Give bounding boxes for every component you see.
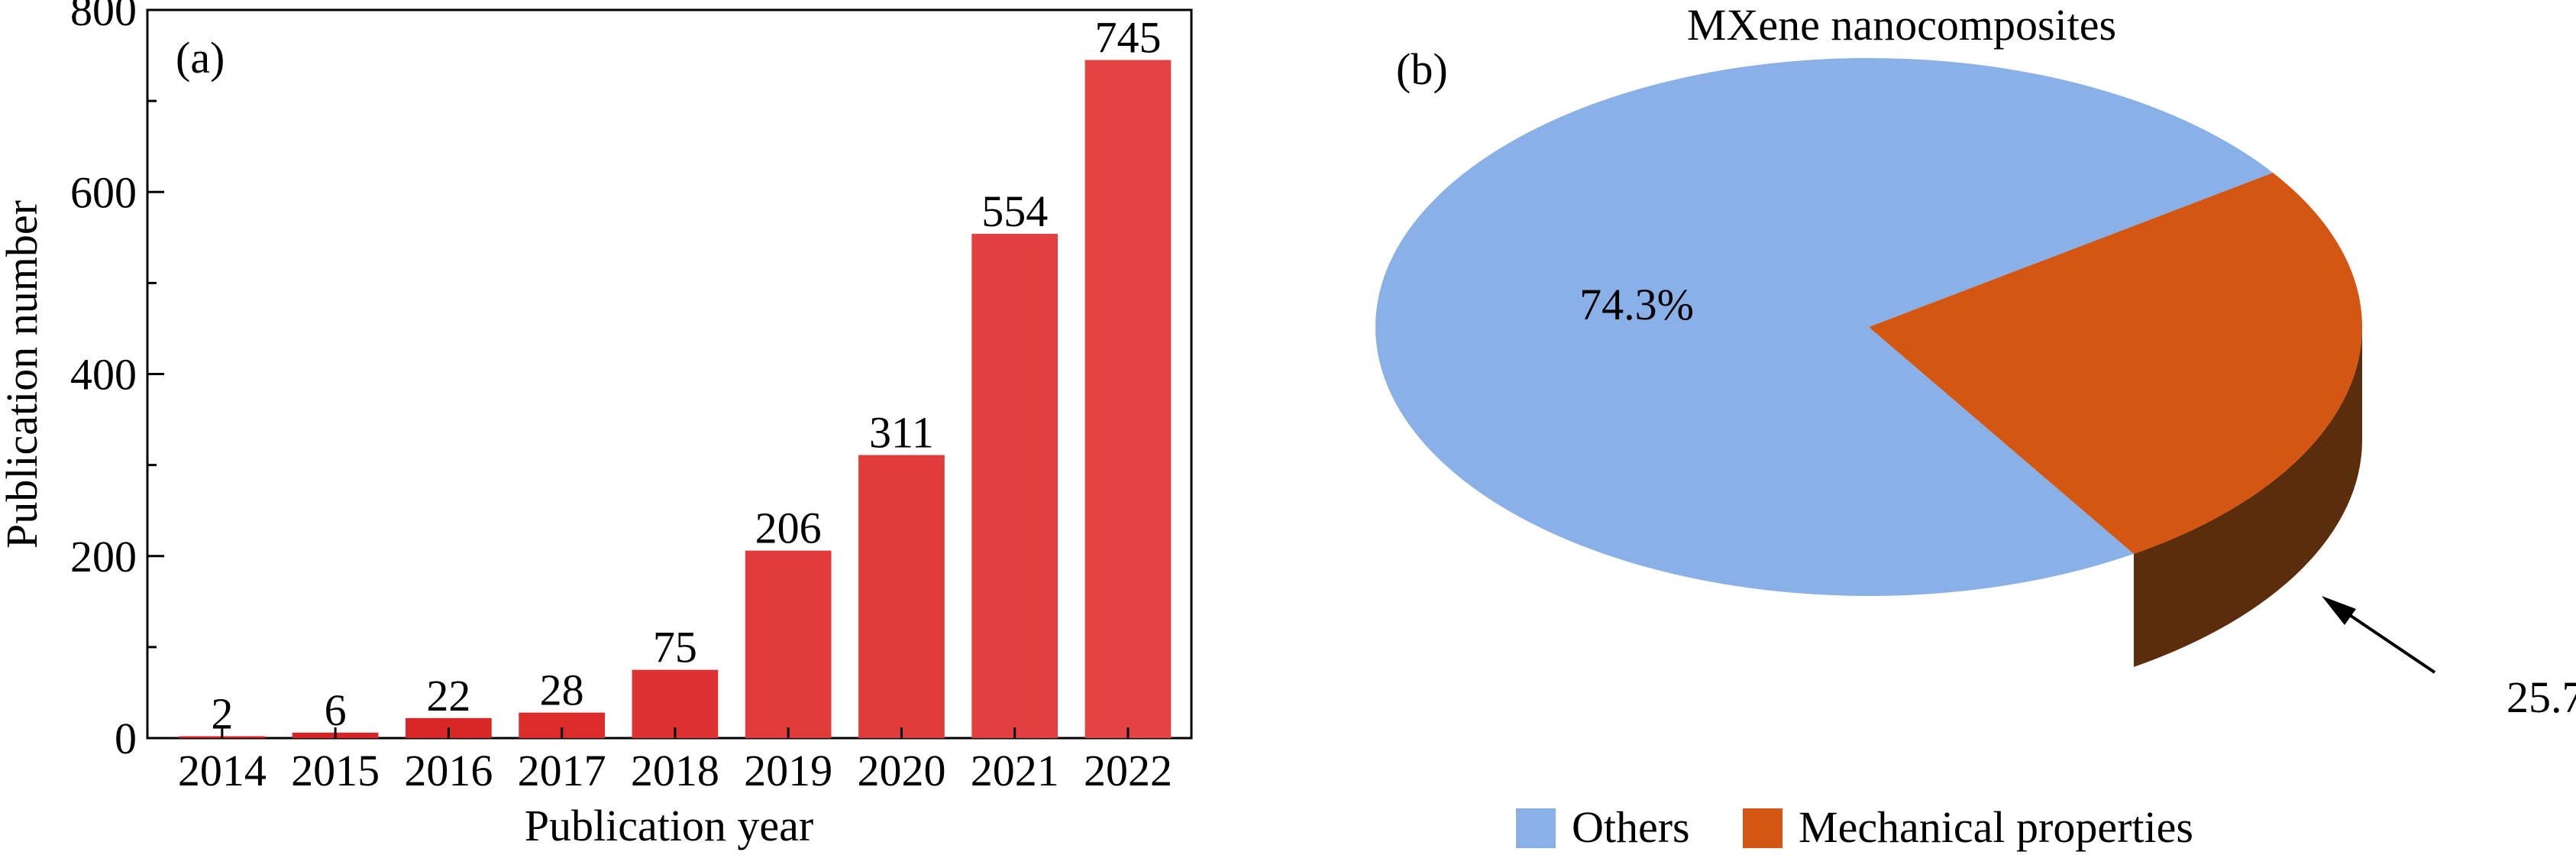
legend-swatch-others [1516, 808, 1556, 848]
bar-value-label: 22 [426, 671, 470, 721]
panel-b-label: (b) [1396, 44, 1448, 94]
callout-arrow [2322, 596, 2436, 674]
x-tick-label: 2021 [971, 746, 1059, 795]
bar-value-label: 206 [755, 504, 822, 553]
y-tick-label: 200 [70, 532, 137, 581]
y-axis-ticks: 0 200 400 600 800 [70, 0, 164, 763]
bar-2020 [858, 455, 945, 738]
pie-side-mechanical-properties [2133, 327, 2362, 667]
bar-value-label: 2 [211, 689, 233, 739]
bar-value-label: 554 [981, 186, 1048, 236]
bar-data-labels: 2 6 22 28 75 206 311 554 745 [211, 13, 1161, 739]
legend-label-others: Others [1572, 802, 1690, 852]
legend-label-mechanical-properties: Mechanical properties [1799, 802, 2193, 852]
x-tick-label: 2018 [631, 746, 719, 795]
panel-a-label: (a) [176, 33, 225, 83]
bar-value-label: 311 [869, 408, 934, 458]
legend: Others Mechanical properties [1516, 802, 2193, 852]
bar-2019 [745, 550, 832, 738]
y-tick-label: 800 [70, 0, 137, 35]
pie-slice-others [1375, 57, 2274, 596]
bar-value-label: 75 [653, 623, 697, 672]
bar-value-label: 28 [540, 666, 584, 715]
bar-value-label: 6 [325, 685, 347, 735]
pie-title: MXene nanocomposites [1687, 0, 2116, 50]
legend-swatch-mechanical-properties [1743, 808, 1783, 848]
pie-chart-panel: MXene nanocomposites (b) 74.3% 25.7% Oth… [1375, 0, 2576, 852]
x-tick-label: 2019 [744, 746, 832, 795]
pie-label-mechanical-properties: 25.7% [2507, 672, 2576, 722]
x-axis-ticks: 2014 2015 2016 2017 2018 2019 2020 2021 2022 [178, 727, 1172, 795]
bar-value-label: 745 [1094, 13, 1161, 63]
bar-2021 [971, 234, 1059, 738]
bar-2018 [632, 669, 719, 738]
x-tick-label: 2017 [518, 746, 606, 795]
pie-slice-mechanical-properties [1869, 173, 2362, 554]
x-tick-label: 2022 [1084, 746, 1172, 795]
x-tick-label: 2015 [291, 746, 380, 795]
bar-2022 [1084, 60, 1172, 739]
bars [179, 60, 1172, 739]
y-axis-title: Publication number [0, 200, 47, 549]
x-tick-label: 2016 [404, 746, 493, 795]
y-tick-label: 0 [115, 714, 137, 763]
x-tick-label: 2020 [857, 746, 945, 795]
pie-label-others: 74.3% [1579, 280, 1694, 329]
x-tick-label: 2014 [178, 746, 267, 795]
x-axis-title: Publication year [525, 801, 814, 850]
y-tick-label: 400 [70, 350, 137, 400]
y-tick-label: 600 [70, 167, 137, 217]
